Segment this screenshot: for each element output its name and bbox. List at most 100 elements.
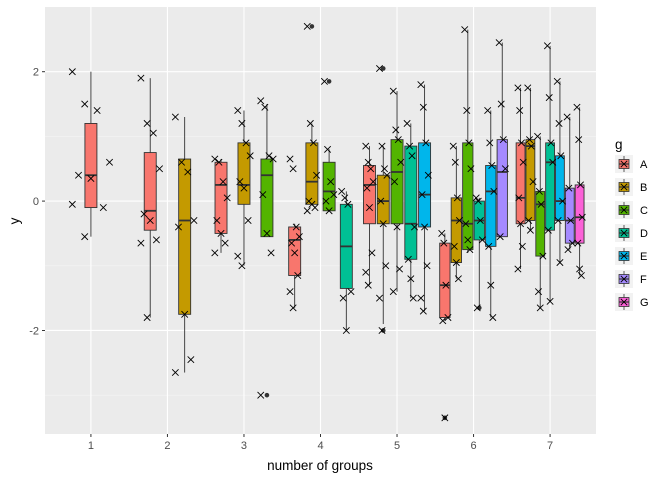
point-stroke <box>403 119 411 127</box>
point-stroke <box>75 171 83 179</box>
box-1-A <box>84 71 98 237</box>
data-point <box>320 77 328 85</box>
point-stroke <box>575 136 583 144</box>
point-stroke <box>451 158 459 166</box>
data-point <box>215 158 223 166</box>
point-stroke <box>363 184 371 192</box>
point-stroke <box>535 187 543 195</box>
point-stroke <box>286 155 294 163</box>
point-stroke <box>422 139 430 147</box>
point-stroke <box>339 294 347 302</box>
data-point <box>306 119 314 127</box>
data-point <box>389 87 397 95</box>
point-stroke <box>178 158 186 166</box>
data-point <box>545 94 553 102</box>
data-point <box>539 252 547 260</box>
point-stroke <box>286 288 294 296</box>
point-stroke <box>547 139 555 147</box>
data-point <box>577 271 585 280</box>
point-stroke <box>549 158 557 166</box>
data-point <box>289 304 297 312</box>
point-stroke <box>263 229 271 237</box>
data-point <box>568 239 576 247</box>
point-stroke <box>463 106 471 115</box>
box-5-C <box>390 91 404 292</box>
data-point <box>514 84 522 92</box>
point-stroke <box>461 26 469 34</box>
point-stroke <box>242 139 250 147</box>
data-point <box>454 275 462 283</box>
data-point <box>573 103 581 111</box>
data-point <box>451 158 459 166</box>
point-stroke <box>171 113 179 121</box>
point-stroke <box>149 129 157 137</box>
data-point <box>394 136 402 144</box>
legend-label-A: A <box>640 159 648 171</box>
point-stroke <box>382 262 390 270</box>
data-point <box>364 281 372 289</box>
data-point <box>536 304 544 312</box>
point-stroke <box>311 204 319 212</box>
point-stroke <box>324 145 332 153</box>
legend-title: g <box>615 137 623 152</box>
point-stroke <box>578 213 586 221</box>
data-point <box>534 132 542 140</box>
box-2-A <box>143 78 157 318</box>
legend-key-D <box>615 224 633 242</box>
data-point <box>575 136 583 144</box>
point-stroke <box>497 100 505 108</box>
point-stroke <box>573 103 581 111</box>
data-point <box>347 288 355 296</box>
data-point <box>563 113 571 121</box>
outlier-point <box>380 328 386 333</box>
box-6-C <box>462 29 474 253</box>
data-point <box>259 191 267 199</box>
data-point <box>576 265 584 273</box>
data-point <box>472 194 480 202</box>
point-stroke <box>174 223 182 231</box>
data-point <box>517 220 525 228</box>
point-stroke <box>419 103 427 111</box>
data-point <box>391 178 399 186</box>
point-stroke <box>219 178 227 186</box>
data-point <box>289 165 297 173</box>
point-stroke <box>364 158 372 166</box>
data-point <box>526 226 534 234</box>
point-stroke <box>288 239 296 247</box>
point-stroke <box>462 220 470 228</box>
point-stroke <box>450 242 458 250</box>
point-stroke <box>190 216 198 225</box>
point-stroke <box>234 106 242 115</box>
data-point <box>556 259 564 267</box>
data-point <box>190 216 198 225</box>
data-point <box>369 178 377 186</box>
data-point <box>81 233 89 241</box>
point-stroke <box>171 369 179 377</box>
point-stroke <box>485 242 493 250</box>
point-stroke <box>391 178 399 186</box>
data-point <box>554 216 562 225</box>
point-stroke <box>515 194 523 202</box>
data-point <box>327 178 335 186</box>
point-stroke <box>367 165 375 173</box>
data-point <box>75 171 83 179</box>
point-stroke <box>143 119 151 127</box>
point-stroke <box>555 119 563 127</box>
data-point <box>489 314 497 322</box>
point-stroke <box>499 136 507 144</box>
point-stroke <box>395 265 404 273</box>
point-stroke <box>383 171 391 179</box>
point-stroke <box>365 204 373 212</box>
point-stroke <box>474 197 482 205</box>
data-point <box>380 165 389 173</box>
data-point <box>137 239 145 247</box>
box-body <box>404 145 418 260</box>
point-stroke <box>389 87 397 95</box>
point-stroke <box>568 239 576 247</box>
data-point <box>246 152 254 160</box>
point-stroke <box>449 142 457 150</box>
data-point <box>438 229 446 237</box>
data-point <box>440 239 448 247</box>
data-point <box>383 171 391 179</box>
